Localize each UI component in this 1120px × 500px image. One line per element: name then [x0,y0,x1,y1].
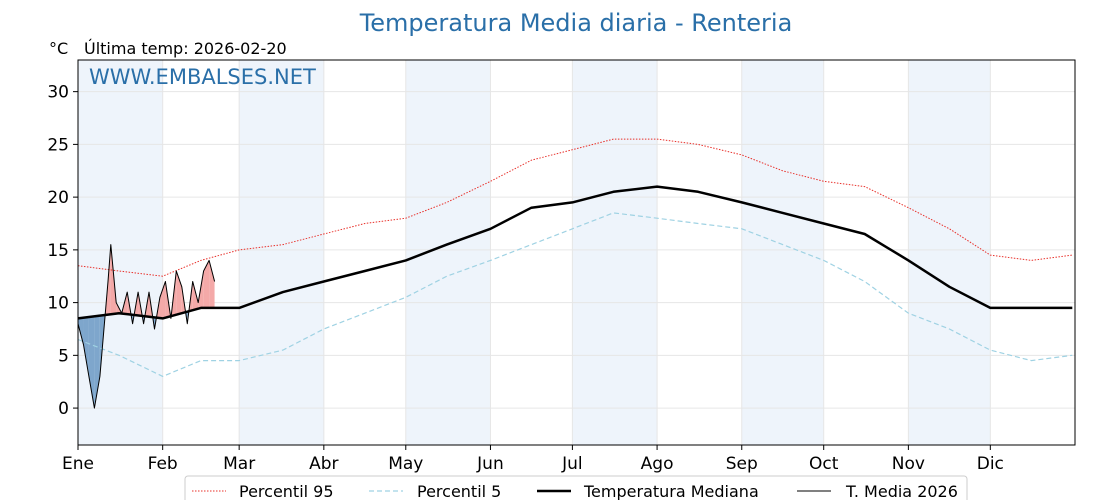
month-band-jul [572,60,658,445]
x-tick-label-feb: Feb [148,454,178,474]
legend: Percentil 95 Percentil 5 Temperatura Media… [184,475,968,500]
x-tick-label-oct: Oct [809,454,839,474]
plot-frame [77,59,1076,446]
y-tick-label-30: 30 [47,83,69,103]
y-axis-unit-label: °C [49,39,68,58]
x-tick-label-ago: Ago [641,454,674,474]
series-line-dashed-lightblue [77,212,1073,377]
x-tick-label-abr: Abr [309,454,338,474]
anomaly-above-20-0 [176,270,182,315]
chart-title: Temperatura Media diaria - Renteria [359,9,793,37]
x-tick-label-nov: Nov [892,454,925,474]
y-axis: 0 5 10 15 20 25 30 [47,83,78,419]
series-lines [77,138,1073,409]
series-line-thick-black [77,185,1073,320]
x-tick-label-dic: Dic [977,454,1004,474]
anomaly-below-3-0 [88,316,95,409]
x-tick-label-may: May [388,454,423,474]
month-band-sep [741,60,824,445]
y-tick-label-20: 20 [47,188,69,208]
series-line-dotted-red [77,138,1073,277]
legend-label-dotted-red: Percentil 95 [239,482,334,500]
legend-box [184,475,968,500]
last-temp-label: Última temp: 2026-02-20 [84,39,287,58]
x-axis: Ene Feb Mar Abr May Jun Jul Ago Sep Oct Nov Dic [62,445,1004,474]
x-tick-label-sep: Sep [726,454,758,474]
watermark: WWW.EMBALSES.NET [89,65,316,89]
legend-label-dashed-lightblue: Percentil 5 [417,482,501,500]
series-line-thin-black [77,244,216,409]
anomaly-above-25-0 [203,260,210,308]
y-tick-label-25: 25 [47,135,69,155]
x-tick-label-ene: Ene [62,454,94,474]
legend-label-thick-black: Temperatura Mediana [583,482,759,500]
anomaly-above-26-0 [209,260,215,308]
month-band-mar [239,60,324,445]
month-band-nov [908,60,991,445]
anomaly-below-4-0 [94,315,100,409]
anomaly-above-17-0 [159,281,166,319]
x-tick-label-mar: Mar [223,454,255,474]
y-tick-label-0: 0 [58,399,69,419]
anomaly-above-7-0 [108,244,111,315]
x-tick-label-jul: Jul [561,454,583,474]
anomaly-below-2-0 [83,317,89,377]
month-bands [78,60,991,445]
y-tick-label-5: 5 [58,346,69,366]
x-tick-label-jun: Jun [476,454,504,474]
y-tick-label-15: 15 [47,241,69,261]
grid-lines [77,60,1075,445]
y-tick-label-10: 10 [47,294,69,314]
month-band-may [405,60,491,445]
legend-label-thin-black: T. Media 2026 [845,482,958,500]
